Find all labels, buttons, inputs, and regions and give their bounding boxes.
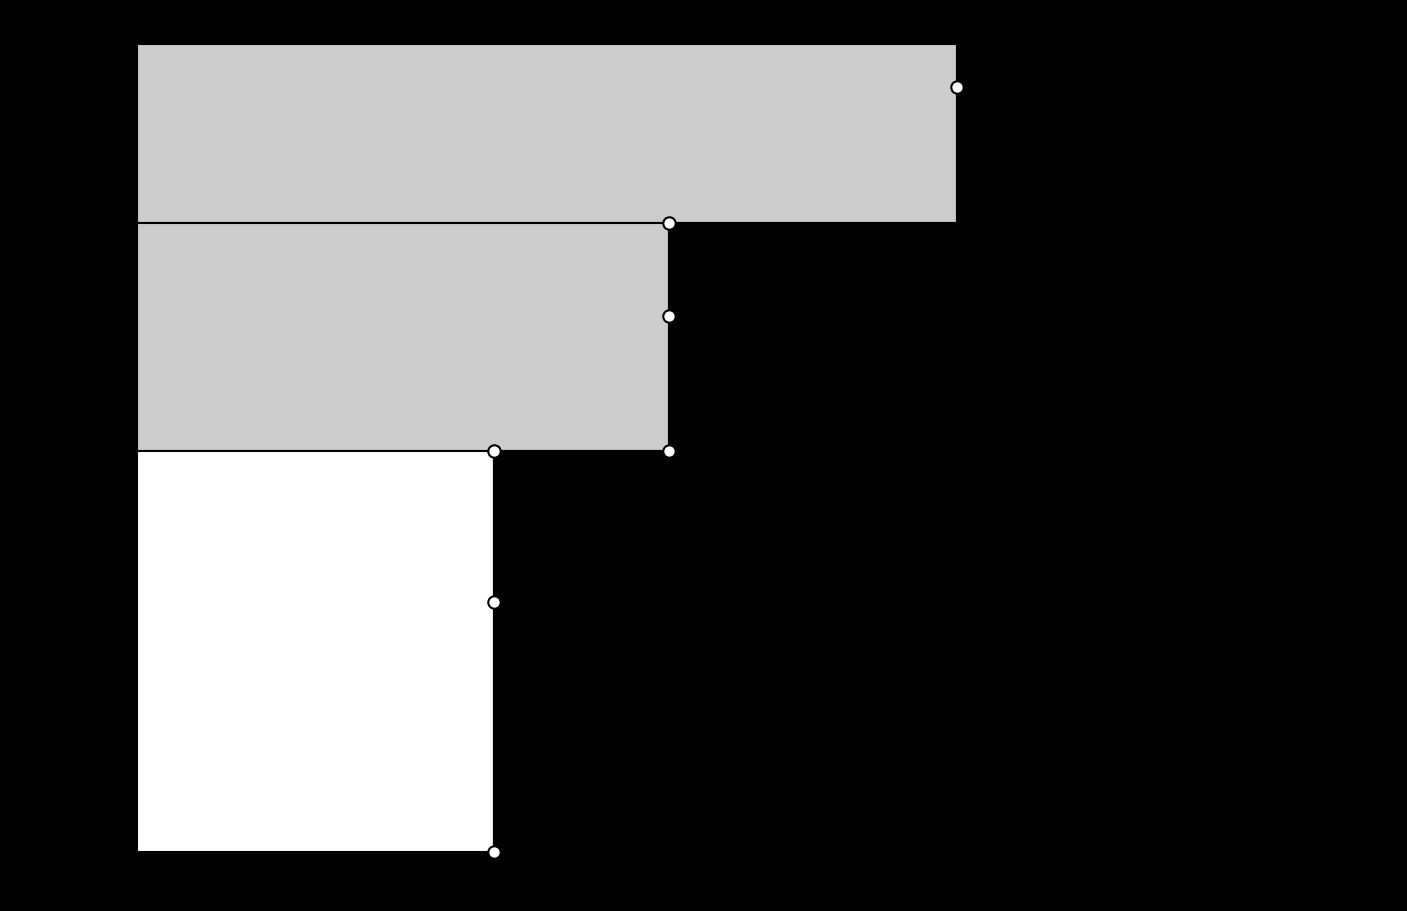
Bar [136,223,668,452]
Point [483,844,505,859]
Point [483,595,505,609]
Point [657,216,680,230]
Point [657,445,680,459]
Bar [136,45,957,223]
Point [657,309,680,323]
Point [483,445,505,459]
Point [946,80,968,95]
Bar [136,452,494,852]
